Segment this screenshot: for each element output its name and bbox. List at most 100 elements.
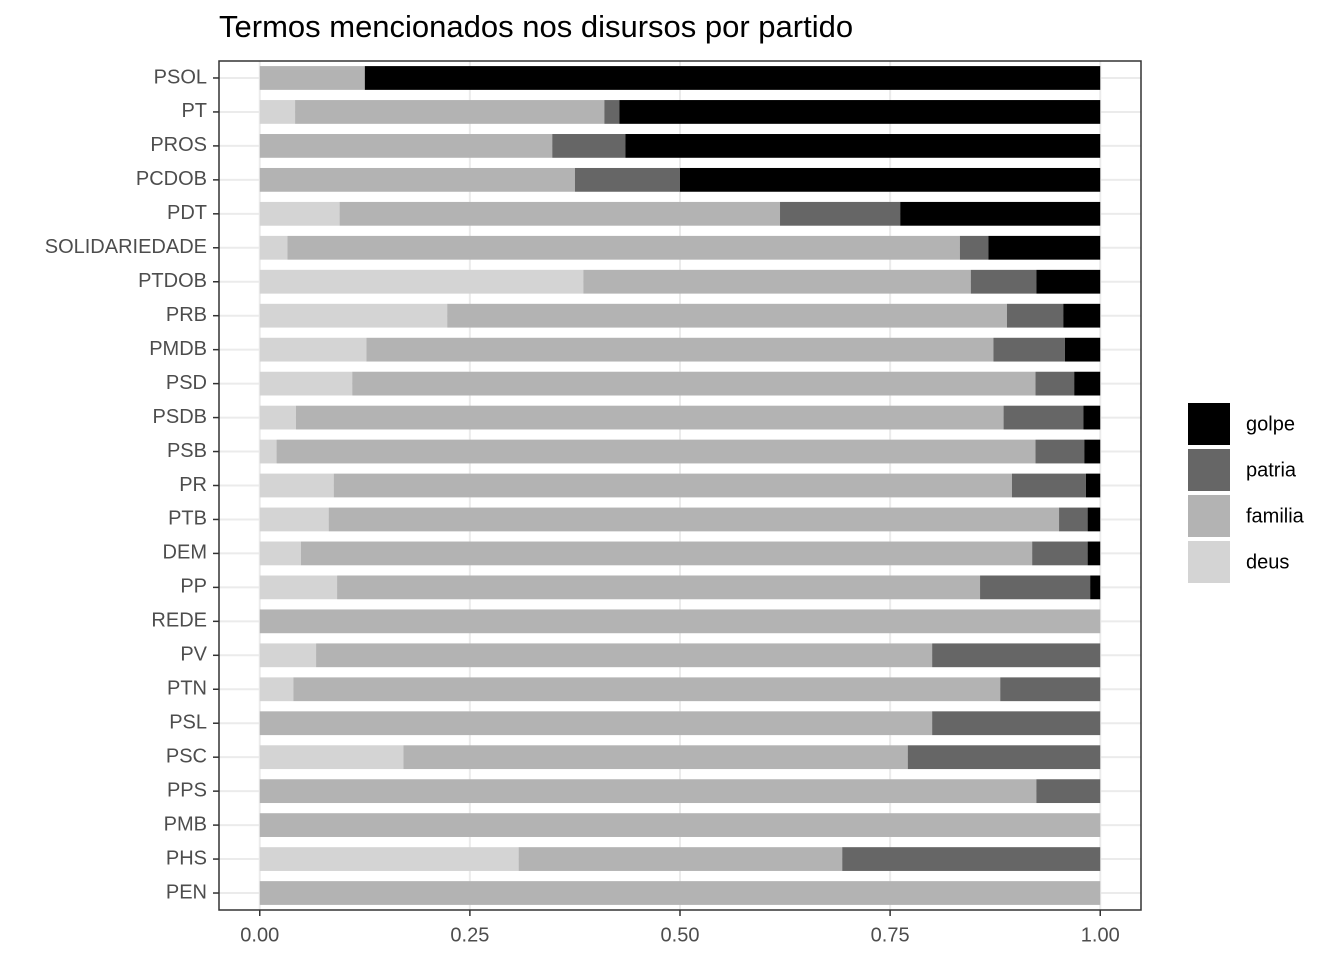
bar-segment — [328, 507, 1060, 532]
y-tick-label: PV — [180, 644, 207, 666]
bar-segment — [842, 847, 1101, 871]
bar-segment — [352, 371, 1036, 396]
bar-segment — [1059, 507, 1088, 532]
y-tick-label: PSC — [166, 745, 207, 767]
bar-segment — [259, 507, 329, 532]
bar-segment — [259, 201, 340, 226]
bar-segment — [1035, 439, 1085, 464]
y-tick-label: REDE — [151, 610, 207, 632]
bar-segment — [259, 439, 277, 464]
bar-segment — [619, 100, 1101, 124]
bar-segment — [259, 167, 575, 192]
y-tick-label: PCDOB — [136, 168, 207, 190]
bar-segment — [447, 303, 1007, 328]
bar-segment — [333, 473, 1012, 498]
bar-segment — [1011, 473, 1086, 498]
y-tick-label: PTN — [167, 678, 207, 700]
bar-segment — [625, 134, 1101, 158]
bar-segment — [337, 575, 981, 600]
bar-segment — [259, 643, 317, 668]
bar-segment — [259, 847, 519, 871]
legend-key — [1188, 403, 1230, 445]
bar-segment — [1000, 677, 1101, 702]
bar-segment — [276, 439, 1036, 464]
y-tick-label: PPS — [167, 779, 207, 801]
bar-segment — [1035, 371, 1075, 396]
bar-segment — [366, 337, 994, 362]
bar-segment — [988, 235, 1101, 260]
y-tick-label: PSL — [169, 712, 207, 734]
bar-segment — [780, 201, 901, 226]
y-tick-label: PHS — [166, 847, 207, 869]
bar-segment — [932, 643, 1101, 668]
y-tick-label: DEM — [163, 542, 207, 564]
legend-label: familia — [1246, 505, 1305, 527]
y-tick-label: PR — [179, 474, 207, 496]
bar-segment — [259, 66, 365, 90]
bar-segment — [1036, 779, 1101, 804]
bar-segment — [259, 541, 301, 566]
bar-segment — [932, 711, 1101, 736]
legend-label: deus — [1246, 551, 1289, 573]
y-tick-label: PMB — [164, 813, 207, 835]
bar-segment — [259, 813, 1101, 837]
bar-segment — [1090, 575, 1101, 600]
legend-key — [1188, 495, 1230, 537]
bar-segment — [259, 371, 353, 396]
bar-segment — [339, 201, 781, 226]
bar-segment — [259, 575, 338, 600]
legend-key — [1188, 449, 1230, 491]
bar-segment — [993, 337, 1065, 362]
bar-segment — [1087, 541, 1101, 566]
y-tick-label: PDT — [167, 202, 207, 224]
y-tick-label: PRB — [166, 304, 207, 326]
y-tick-label: PSB — [167, 440, 207, 462]
bar-segment — [1003, 405, 1084, 430]
bar-segment — [1087, 507, 1101, 532]
bar-segment — [259, 269, 584, 294]
bar-segment — [900, 201, 1101, 226]
bar-segment — [574, 167, 680, 192]
y-tick-label: PT — [181, 100, 207, 122]
bar-segment — [552, 134, 626, 158]
bar-segment — [295, 405, 1004, 430]
x-tick-label: 1.00 — [1081, 924, 1120, 946]
bar-segment — [959, 235, 989, 260]
bar-segment — [1074, 371, 1101, 396]
bar-segment — [1084, 439, 1101, 464]
bar-segment — [259, 473, 334, 498]
chart-title: Termos mencionados nos disursos por part… — [219, 9, 853, 44]
bar-segment — [259, 677, 294, 702]
bar-segment — [259, 235, 288, 260]
bar-segment — [1006, 303, 1064, 328]
bar-segment — [970, 269, 1037, 294]
bar-segment — [295, 100, 605, 124]
bar-segment — [259, 609, 1101, 634]
y-tick-label: PSDB — [153, 406, 207, 428]
bar-segment — [403, 745, 908, 770]
bar-segment — [518, 847, 843, 871]
y-tick-label: SOLIDARIEDADE — [45, 236, 207, 258]
legend-key — [1188, 541, 1230, 583]
bar-segment — [259, 779, 1037, 804]
y-tick-label: PP — [180, 576, 207, 598]
y-tick-label: PMDB — [149, 338, 207, 360]
bar-segment — [583, 269, 971, 294]
y-tick-label: PSD — [166, 372, 207, 394]
bar-segment — [259, 303, 448, 328]
bar-segment — [1063, 303, 1101, 328]
bar-segment — [259, 711, 933, 736]
bar-segment — [1083, 405, 1101, 430]
bar-segment — [1036, 269, 1101, 294]
bar-segment — [680, 167, 1101, 192]
y-tick-label: PSOL — [154, 66, 207, 88]
bar-segment — [1032, 541, 1088, 566]
bar-segment — [1085, 473, 1101, 498]
bar-segment — [300, 541, 1033, 566]
bar-segment — [259, 881, 1101, 905]
bar-segment — [287, 235, 960, 260]
y-tick-label: PTDOB — [138, 270, 207, 292]
bar-segment — [259, 745, 404, 770]
